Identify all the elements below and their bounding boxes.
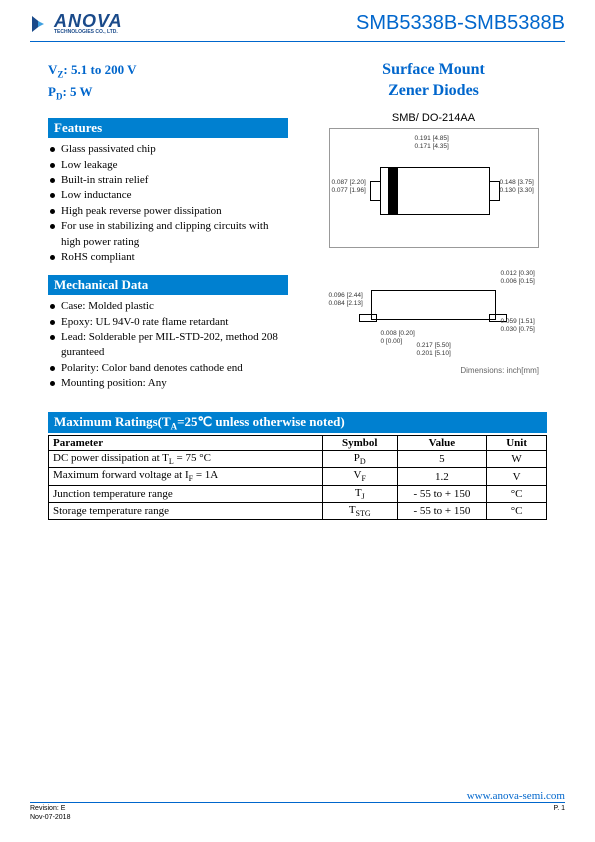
logo-text-main: ANOVA: [54, 12, 123, 30]
table-header: Symbol: [322, 436, 397, 451]
logo-icon: [30, 14, 50, 34]
dim-k: 0.008 [0.20]: [381, 330, 415, 337]
table-header: Unit: [487, 436, 547, 451]
spec-pd: PD: 5 W: [48, 82, 288, 104]
footer-page: P. 1: [553, 805, 565, 822]
list-item: Built-in strain relief: [48, 173, 288, 188]
dim-e: 0.148 [3.75]: [500, 179, 534, 186]
page-footer: www.anova-semi.com Revision: E Nov-07-20…: [30, 804, 565, 822]
product-title-line2: Zener Diodes: [308, 81, 559, 102]
features-heading: Features: [48, 118, 288, 138]
part-number: SMB5338B-SMB5388B: [356, 12, 565, 35]
page-header: ANOVA TECHNOLOGIES CO., LTD. SMB5338B-SM…: [0, 0, 595, 39]
table-header: Parameter: [49, 436, 323, 451]
table-row: Junction temperature rangeTJ- 55 to + 15…: [49, 485, 547, 502]
mechanical-heading: Mechanical Data: [48, 275, 288, 295]
table-header: Value: [397, 436, 487, 451]
ratings-table: ParameterSymbolValueUnit DC power dissip…: [48, 435, 547, 520]
list-item: Low inductance: [48, 188, 288, 203]
dim-j: 0.084 [2.13]: [329, 300, 363, 307]
logo-text-sub: TECHNOLOGIES CO., LTD.: [54, 30, 123, 35]
dimensions-note: Dimensions: inch[mm]: [308, 366, 559, 375]
footer-divider: [30, 802, 565, 803]
right-column: Surface Mount Zener Diodes SMB/ DO-214AA…: [308, 60, 559, 402]
key-specs: VZ: 5.1 to 200 V PD: 5 W: [48, 60, 288, 104]
table-row: DC power dissipation at TL = 75 °CPD5W: [49, 451, 547, 468]
dim-g: 0.012 [0.30]: [501, 270, 535, 277]
left-column: VZ: 5.1 to 200 V PD: 5 W Features Glass …: [48, 60, 288, 402]
dim-n: 0.030 [0.75]: [501, 326, 535, 333]
product-title: Surface Mount Zener Diodes: [308, 60, 559, 102]
list-item: High peak reverse power dissipation: [48, 204, 288, 219]
list-item: Lead: Solderable per MIL-STD-202, method…: [48, 330, 288, 361]
features-list: Glass passivated chipLow leakageBuilt-in…: [48, 142, 288, 265]
dim-m: 0.059 [1.51]: [501, 318, 535, 325]
footer-date: Nov-07-2018: [30, 814, 70, 822]
package-side-diagram: 0.012 [0.30] 0.006 [0.15] 0.096 [2.44] 0…: [329, 260, 539, 360]
ratings-header-row: ParameterSymbolValueUnit: [49, 436, 547, 451]
product-title-line1: Surface Mount: [308, 60, 559, 81]
dim-f: 0.130 [3.30]: [500, 187, 534, 194]
logo: ANOVA TECHNOLOGIES CO., LTD.: [30, 12, 123, 35]
list-item: For use in stabilizing and clipping circ…: [48, 219, 288, 250]
dim-o: 0.217 [5.50]: [417, 342, 451, 349]
list-item: Epoxy: UL 94V-0 rate flame retardant: [48, 315, 288, 330]
list-item: Polarity: Color band denotes cathode end: [48, 361, 288, 376]
dim-l: 0 [0.00]: [381, 338, 403, 345]
dim-d: 0.077 [1.96]: [332, 187, 366, 194]
dim-h: 0.006 [0.15]: [501, 278, 535, 285]
footer-left: Revision: E Nov-07-2018: [30, 805, 70, 822]
ratings-heading: Maximum Ratings(TA=25℃ unless otherwise …: [48, 412, 547, 434]
package-top-diagram: 0.191 [4.85] 0.171 [4.35] 0.087 [2.20] 0…: [329, 128, 539, 248]
table-row: Maximum forward voltage at IF = 1AVF1.2V: [49, 468, 547, 485]
list-item: Mounting position: Any: [48, 376, 288, 391]
list-item: Low leakage: [48, 158, 288, 173]
spec-vz: VZ: 5.1 to 200 V: [48, 60, 288, 82]
ratings-section: Maximum Ratings(TA=25℃ unless otherwise …: [0, 402, 595, 520]
dim-b: 0.171 [4.35]: [415, 143, 449, 150]
list-item: Case: Molded plastic: [48, 299, 288, 314]
table-row: Storage temperature rangeTSTG- 55 to + 1…: [49, 502, 547, 519]
list-item: Glass passivated chip: [48, 142, 288, 157]
dim-a: 0.191 [4.85]: [415, 135, 449, 142]
footer-url: www.anova-semi.com: [30, 790, 565, 802]
dim-c: 0.087 [2.20]: [332, 179, 366, 186]
dim-i: 0.096 [2.44]: [329, 292, 363, 299]
package-label: SMB/ DO-214AA: [308, 112, 559, 124]
list-item: RoHS compliant: [48, 250, 288, 265]
mechanical-list: Case: Molded plasticEpoxy: UL 94V-0 rate…: [48, 299, 288, 391]
footer-revision: Revision: E: [30, 805, 70, 813]
dim-p: 0.201 [5.10]: [417, 350, 451, 357]
